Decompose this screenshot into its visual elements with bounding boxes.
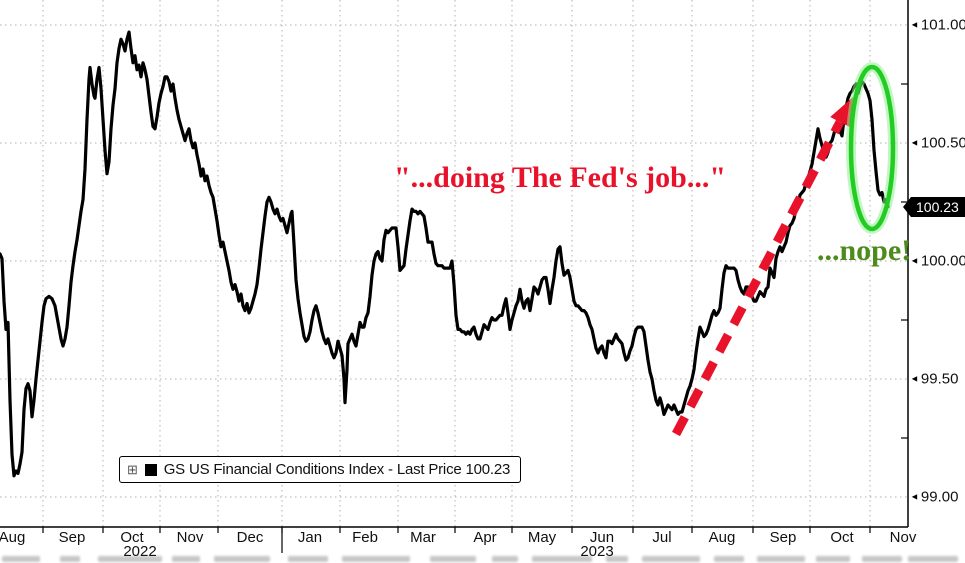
- month-label: Nov: [176, 529, 204, 546]
- month-label: Jul: [652, 529, 672, 546]
- year-label: 2023: [580, 543, 614, 560]
- month-label: Sep: [769, 529, 797, 546]
- legend-box[interactable]: ⊞ GS US Financial Conditions Index - Las…: [119, 456, 522, 483]
- year-label: 2022: [123, 543, 157, 560]
- month-label: Oct: [120, 529, 144, 546]
- month-label: Nov: [889, 529, 917, 546]
- footer-smudge: [60, 556, 80, 562]
- footer-smudge: [2, 556, 40, 562]
- y-tick-label: ◄ 100.50: [910, 135, 965, 152]
- legend-expand-icon[interactable]: ⊞: [127, 462, 138, 477]
- axis-ticks: [42, 83, 908, 553]
- footer-smudge: [98, 556, 162, 562]
- annotation-fed-job-text: "...doing The Fed's job...": [394, 161, 726, 194]
- footer-smudge: [492, 556, 518, 562]
- last-price-value: 100.23: [916, 198, 959, 215]
- left-arrow-icon: ◄: [910, 491, 919, 502]
- footer-smudge: [606, 556, 628, 562]
- footer-smudge: [342, 556, 410, 562]
- left-arrow-icon: ◄: [910, 255, 919, 266]
- footer-smudge: [757, 556, 805, 562]
- y-tick-value: 100.00: [920, 252, 965, 270]
- month-label: Dec: [236, 529, 264, 546]
- footer-smudge: [430, 556, 476, 562]
- y-tick-value: 101.00: [920, 16, 965, 34]
- footer-smudge: [714, 556, 744, 562]
- footer-smudge: [172, 556, 200, 562]
- month-label: Oct: [830, 529, 854, 546]
- grid-lines: [0, 0, 908, 527]
- month-label: Aug: [0, 529, 26, 546]
- fci-series-path: [0, 30, 890, 478]
- series-swatch-icon: [144, 463, 157, 476]
- footer-smudge: [288, 556, 328, 562]
- month-label: Aug: [708, 529, 736, 546]
- left-arrow-icon: ◄: [910, 19, 919, 30]
- y-tick-label: ◄ 99.00: [910, 489, 958, 506]
- y-tick-value: 99.50: [920, 370, 959, 388]
- footer-smudge: [908, 556, 958, 562]
- month-label: Jan: [297, 529, 323, 546]
- last-price-badge: 100.23: [911, 196, 965, 217]
- ellipse-stroke: [848, 64, 896, 232]
- footer-smudge: [816, 556, 850, 562]
- axis-lines: [0, 0, 909, 528]
- green-highlight-ellipse: [846, 62, 898, 234]
- y-tick-value: 99.00: [920, 488, 959, 506]
- month-label: Feb: [352, 529, 378, 546]
- month-label: Apr: [473, 529, 497, 546]
- cropped-footer-artifact: [2, 556, 958, 562]
- footer-smudge: [532, 556, 592, 562]
- month-label: May: [527, 529, 557, 546]
- arrow-shaft: [672, 119, 844, 437]
- annotation-nope-text: ...nope!: [817, 234, 912, 267]
- y-tick-label: ◄ 99.50: [910, 371, 958, 388]
- y-tick-value: 100.50: [920, 134, 965, 152]
- y-tick-label: ◄ 101.00: [910, 17, 965, 34]
- footer-smudge: [214, 556, 270, 562]
- series-line: [0, 30, 890, 478]
- month-label: Mar: [410, 529, 436, 546]
- month-label: Sep: [58, 529, 86, 546]
- left-arrow-icon: ◄: [910, 137, 919, 148]
- footer-smudge: [642, 556, 700, 562]
- month-label: Jun: [589, 529, 615, 546]
- left-arrow-icon: ◄: [910, 373, 919, 384]
- y-tick-label: ◄ 100.00: [910, 253, 965, 270]
- legend-label: GS US Financial Conditions Index - Last …: [163, 461, 511, 478]
- footer-smudge: [862, 556, 902, 562]
